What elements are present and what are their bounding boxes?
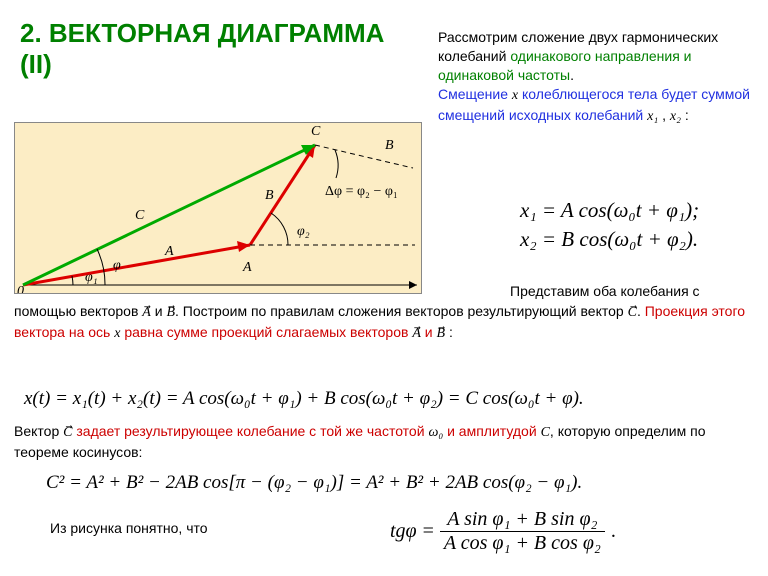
formula-sum: x(t) = x₁(t) + x₂(t) = A cos(ω₀t + φ₁) +… xyxy=(24,388,584,410)
after-t1: Вектор xyxy=(14,423,63,439)
mid-1c: Построим по правилам сложения векторов р… xyxy=(183,303,628,319)
formula-x1: x₁ = A cos(ω₀t + φ₁); xyxy=(520,196,699,225)
sym-B: B xyxy=(166,305,175,320)
svg-text:φ: φ xyxy=(113,258,121,273)
mid-text: помощью векторов A⃗ и B⃗. Построим по пр… xyxy=(14,302,754,343)
svg-text:0: 0 xyxy=(17,284,24,293)
intro-text: Рассмотрим сложение двух гармонических к… xyxy=(438,28,753,126)
svg-text:B: B xyxy=(265,188,274,203)
formula-cosine-law: C² = A² + B² − 2AB cos[π − (φ₂ − φ₁)] = … xyxy=(46,472,582,494)
svg-text:φ₁: φ₁ xyxy=(85,270,98,285)
last-line: Из рисунка понятно, что xyxy=(50,520,350,536)
mid-1a: помощью векторов xyxy=(14,303,142,319)
after-red2: и амплитудой xyxy=(447,423,540,439)
sym-x-2: x xyxy=(114,326,120,341)
intro-blue1: Смещение xyxy=(438,86,512,102)
formula-x2: x₂ = B cos(ω₀t + φ₂). xyxy=(520,225,699,254)
svg-text:A: A xyxy=(164,244,174,259)
svg-text:B⃗: B⃗ xyxy=(385,138,404,153)
mid-1b: и xyxy=(155,303,167,319)
sym-x2: x₂ xyxy=(670,109,681,124)
formula-x1-x2: x₁ = A cos(ω₀t + φ₁); x₂ = B cos(ω₀t + φ… xyxy=(520,196,699,255)
mid-red3: и xyxy=(425,324,437,340)
vector-diagram: 0 A B C φ₁ φ φ₂ Δφ = φ₂ − φ₁ A⃗ B⃗ C⃗ xyxy=(14,122,422,294)
svg-text:φ₂: φ₂ xyxy=(297,224,310,239)
sym-x1: x₁ xyxy=(647,109,658,124)
formula-tg: tgφ = A sin φ₁ + B sin φ₂ A cos φ₁ + B c… xyxy=(390,508,616,555)
mid-red2: равна сумме проекций слагаемых векторов xyxy=(124,324,412,340)
svg-text:A⃗: A⃗ xyxy=(242,260,262,275)
svg-text:C: C xyxy=(135,208,145,223)
page-title: 2. ВЕКТОРНАЯ ДИАГРАММА (II) xyxy=(20,18,420,80)
sym-A: A xyxy=(142,305,151,320)
after-text: Вектор C⃗ задает результирующее колебани… xyxy=(14,422,754,462)
after-red1: задает результирующее колебание с той же… xyxy=(76,423,428,439)
svg-text:C⃗: C⃗ xyxy=(311,124,331,139)
mid-pre: Представим оба колебания с xyxy=(510,282,750,302)
sym-x: x xyxy=(512,88,518,103)
sym-C: C xyxy=(628,305,637,320)
svg-text:Δφ = φ₂ − φ₁: Δφ = φ₂ − φ₁ xyxy=(325,184,398,199)
